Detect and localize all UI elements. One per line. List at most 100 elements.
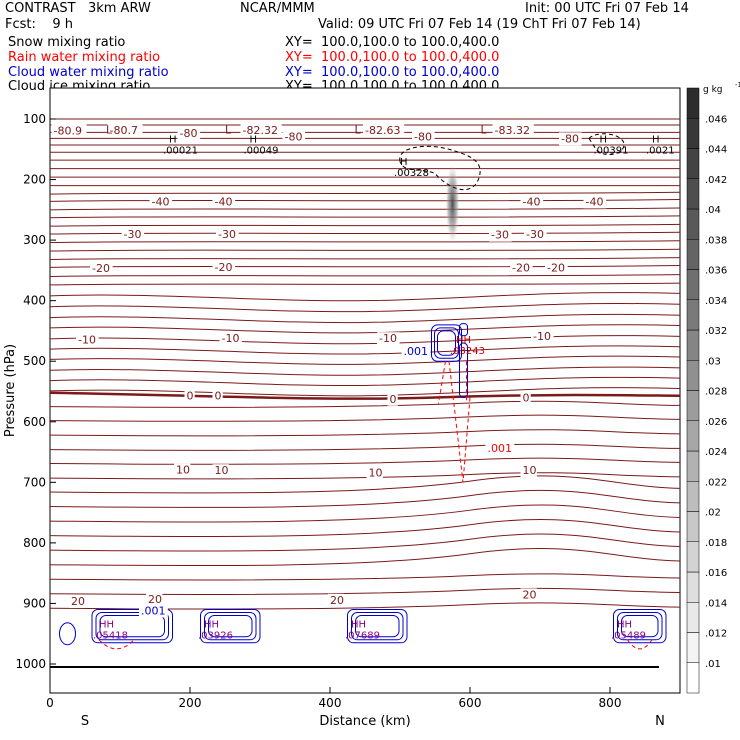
maximum-value-label: .0021	[646, 146, 675, 157]
maximum-marker-label: H	[652, 135, 660, 146]
colorbar-bin	[686, 360, 700, 391]
y-tick-label: 200	[23, 173, 46, 187]
field-xy-snow: XY= 100.0,100.0 to 100.0,400.0	[285, 35, 500, 50]
colorbar-tick-label: .02	[705, 508, 721, 519]
maximum-marker-label: H	[250, 135, 258, 146]
isotherm-value-label: -40	[523, 195, 541, 208]
label-bg	[412, 130, 435, 144]
isotherm-value-label: -40	[152, 195, 170, 208]
isotherm-value-label: -80	[285, 131, 303, 144]
isotherm-value-label: -20	[215, 261, 233, 274]
cloud-water-contour	[355, 615, 400, 638]
label-bg	[282, 130, 306, 144]
colorbar-tick-label: .018	[705, 538, 727, 549]
isotherm-line	[49, 231, 681, 235]
colorbar-bin	[686, 481, 700, 512]
cloud-water-contour	[208, 615, 253, 638]
label-bg	[328, 593, 345, 607]
x-tick-label: 600	[459, 696, 482, 710]
mixing-ratio-contour-label: .001	[404, 345, 429, 358]
isotherm-value-label: -10	[379, 332, 397, 345]
label-bg	[240, 123, 282, 137]
colorbar-bin	[686, 239, 700, 270]
colorbar-tick-label: .04	[705, 205, 721, 216]
colorbar-bin	[686, 541, 700, 573]
label-bg	[524, 228, 547, 242]
colorbar-bin	[686, 632, 700, 663]
cloud-water-contour	[459, 342, 468, 399]
isotherm-value-label: -10	[533, 330, 551, 343]
isotherm-line	[49, 504, 681, 523]
local-min-label: L	[481, 124, 488, 137]
cloud-water-contour	[59, 622, 76, 646]
isotherm-line	[49, 366, 681, 376]
field-name-snow: Snow mixing ratio	[8, 35, 126, 50]
field-xy-rain: XY= 100.0,100.0 to 100.0,400.0	[285, 50, 500, 65]
colorbar-tick-label: .036	[705, 266, 727, 277]
colorbar-bin	[686, 450, 700, 482]
field-xy-cloud-water: XY= 100.0,100.0 to 100.0,400.0	[285, 65, 500, 80]
isotherm-line	[49, 489, 681, 508]
maximum-value-label: .00328	[394, 168, 429, 179]
isotherm-value-label: -80.9	[54, 125, 82, 138]
label-bg	[149, 195, 173, 209]
isotherm-value-label: -80	[561, 132, 579, 145]
isotherm-line	[49, 429, 681, 437]
isotherm-line	[49, 518, 681, 538]
isotherm-line	[49, 274, 681, 277]
y-tick-label: 800	[23, 536, 46, 550]
isotherm-value-label: -10	[222, 332, 240, 345]
label-bg	[520, 195, 544, 209]
isotherm-value-label: 20	[330, 594, 344, 607]
maximum-value-label: .07689	[345, 631, 380, 642]
isotherm-line	[49, 414, 681, 422]
colorbar-bin	[686, 178, 700, 210]
local-min-label: L	[106, 124, 113, 137]
isotherm-line	[49, 313, 681, 324]
isotherm-line	[49, 215, 681, 219]
label-bg	[212, 464, 229, 478]
mixing-ratio-contour-label: .001	[488, 442, 513, 455]
isotherm-line	[49, 324, 681, 334]
label-bg	[69, 595, 86, 609]
colorbar-tick-label: .022	[705, 477, 727, 488]
y-tick-label: 100	[23, 112, 46, 126]
colorbar-bin	[686, 269, 700, 300]
isotherm-line	[49, 223, 681, 227]
label-bg	[559, 132, 582, 146]
colorbar-bin	[686, 118, 700, 149]
label-bg	[212, 389, 223, 403]
label-bg	[377, 332, 400, 346]
colorbar-tick-label: .038	[705, 235, 727, 246]
label-bg	[51, 124, 87, 138]
label-bg	[531, 329, 554, 343]
colorbar-tick-label: .016	[705, 568, 727, 579]
isotherm-line	[49, 400, 681, 408]
colorbar-bin	[686, 511, 700, 542]
x-tick-label: 800	[599, 696, 622, 710]
cloud-water-contour	[347, 609, 408, 644]
colorbar-bin	[686, 390, 700, 421]
isotherm-value-label: -20	[92, 262, 110, 275]
isotherm-line	[49, 376, 681, 387]
label-bg	[219, 332, 243, 346]
colorbar-tick-label: .014	[705, 598, 727, 609]
isotherm-line	[49, 573, 681, 581]
cloud-water-contour	[99, 615, 165, 638]
isotherm-value-label: 20	[71, 595, 85, 608]
maximum-marker-label: HH	[617, 620, 632, 631]
cloud-water-contour	[437, 330, 456, 356]
maximum-value-label: .05418	[93, 631, 128, 642]
forecast-hour: Fcst: 9 h	[5, 17, 74, 32]
y-tick-label: 700	[23, 475, 46, 489]
isotherm-line	[49, 248, 681, 252]
label-bg	[139, 604, 168, 618]
isotherm-value-label: 10	[215, 464, 229, 477]
colorbar-tick-label: .012	[705, 629, 727, 640]
y-tick-label: 500	[23, 354, 46, 368]
isotherm-value-label: 0	[390, 393, 397, 406]
colorbar-tick-label: .026	[705, 417, 727, 428]
isotherm-line	[49, 387, 681, 397]
label-bg	[366, 466, 383, 480]
